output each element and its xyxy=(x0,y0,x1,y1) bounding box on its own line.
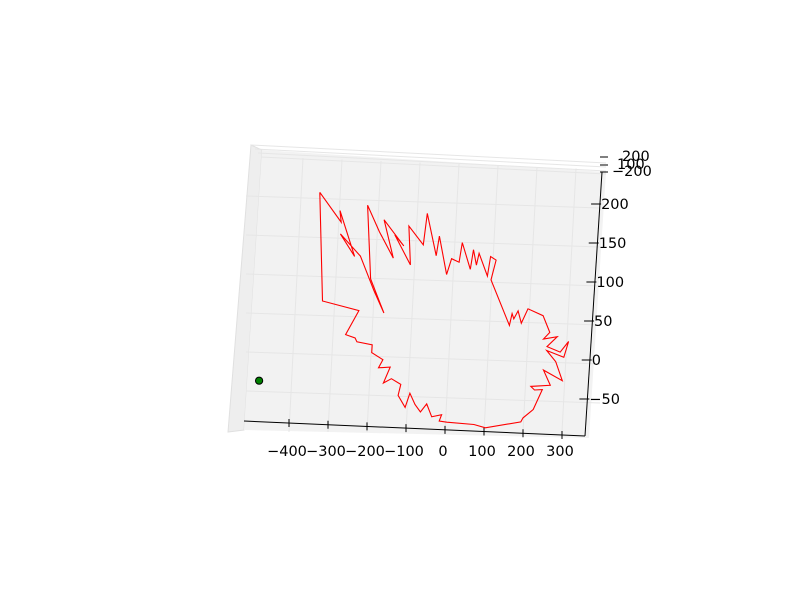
y-tick-label: 200 xyxy=(601,197,629,213)
y-grid-line xyxy=(245,351,601,365)
x-tick-labels: −400 −300 −200 −100 0 100 200 300 xyxy=(267,444,574,460)
scatter-point xyxy=(255,376,264,385)
y-tick-label: 100 xyxy=(596,275,624,291)
x-tick-label: 300 xyxy=(546,444,574,460)
x-tick-label: 100 xyxy=(468,444,496,460)
x-tick-label: −300 xyxy=(306,444,346,460)
grid-lines xyxy=(245,157,601,433)
y-grid-line xyxy=(245,234,601,248)
y-tick-labels: −50 0 50 100 150 200 xyxy=(589,197,628,408)
z-tick-label: 100 xyxy=(617,157,645,173)
x-grid-line xyxy=(561,168,577,433)
series-layer xyxy=(255,191,570,429)
pane-edge-2 xyxy=(254,148,607,168)
x-grid-line xyxy=(522,166,538,433)
x-tick-label: 0 xyxy=(438,444,447,460)
x-grid-line xyxy=(483,165,499,433)
series-line xyxy=(319,191,570,429)
back-pane-main xyxy=(244,150,606,438)
x-tick-label: −100 xyxy=(384,444,424,460)
z-tick-label: 200 xyxy=(622,149,650,165)
pane-top-edge xyxy=(250,144,607,164)
x-tick-label: −200 xyxy=(345,444,385,460)
x-grid-line xyxy=(366,160,382,433)
x-axis-line xyxy=(243,420,586,437)
x-tick-label: 200 xyxy=(507,444,535,460)
y-grid-line xyxy=(245,390,601,404)
y-grid-line xyxy=(245,312,601,326)
x-tick-label: −400 xyxy=(267,444,307,460)
y-axis-line xyxy=(584,171,603,437)
x-grid-line xyxy=(405,162,421,433)
y-grid-line xyxy=(245,195,601,209)
y-grid-line xyxy=(245,273,601,287)
y-tick-label: 50 xyxy=(594,314,612,330)
x-grid-line xyxy=(327,159,343,433)
z-tick-label: −200 xyxy=(612,164,652,180)
y-tick-label: 150 xyxy=(599,236,627,252)
axes xyxy=(243,156,608,439)
x-grid-line xyxy=(288,157,304,433)
pane-edge-3 xyxy=(257,152,607,172)
pane-edge-4 xyxy=(260,156,607,175)
y-tick-label: 0 xyxy=(592,353,601,369)
x-grid-line xyxy=(444,163,460,433)
y-tick-label: −50 xyxy=(589,392,620,408)
